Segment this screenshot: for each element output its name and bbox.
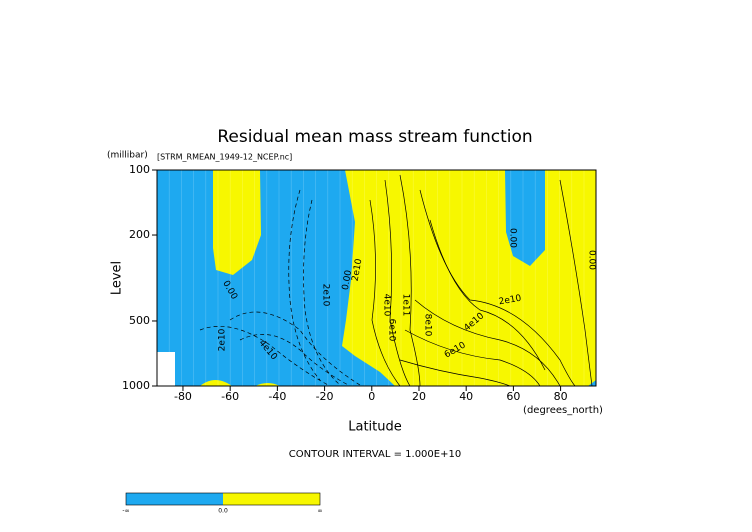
y-unit: (millibar) bbox=[107, 151, 148, 161]
positive-contour bbox=[429, 219, 546, 371]
positive-contour bbox=[414, 299, 561, 387]
contour-label: 4e10 bbox=[382, 294, 392, 317]
negative-contour bbox=[229, 311, 361, 386]
x-tick-label: -20 bbox=[316, 390, 334, 403]
contour-label: 2e10 bbox=[498, 294, 522, 308]
positive-contour bbox=[419, 189, 576, 387]
colorbar-label: 0.0 bbox=[218, 508, 228, 515]
x-tick-label: -80 bbox=[174, 390, 192, 403]
colorbar-positive bbox=[223, 493, 320, 505]
colorbar-label: ∞ bbox=[318, 508, 323, 515]
positive-contour bbox=[399, 359, 511, 387]
positive-region bbox=[213, 170, 261, 275]
negative-contour bbox=[239, 334, 351, 387]
x-tick-label: 40 bbox=[459, 390, 473, 403]
contour-label: 2e10 bbox=[351, 258, 365, 282]
y-tick-label: 1000 bbox=[122, 379, 150, 392]
colorbar-negative bbox=[126, 493, 223, 505]
colorbar-frame bbox=[125, 492, 321, 506]
negative-contour bbox=[199, 325, 331, 387]
contour-label: 2e10 bbox=[321, 284, 331, 307]
y-axis-label: Level bbox=[110, 261, 125, 295]
contour-label: 0.00 bbox=[508, 228, 518, 248]
y-tick-label: 100 bbox=[129, 163, 150, 176]
negative-contour bbox=[303, 199, 341, 386]
contour-label: 1e11 bbox=[401, 294, 411, 317]
positive-contour bbox=[384, 179, 411, 387]
positive-region bbox=[342, 170, 596, 386]
positive-contour bbox=[369, 199, 401, 387]
x-tick-label: -60 bbox=[221, 390, 239, 403]
positive-contour bbox=[399, 174, 421, 387]
positive-region bbox=[200, 380, 232, 386]
contour-label: 8e10 bbox=[423, 314, 433, 337]
colorbar-label: -∞ bbox=[122, 508, 129, 515]
subtitle: [STRM_RMEAN_1949-12_NCEP.nc] bbox=[157, 153, 292, 162]
x-tick-label: 60 bbox=[506, 390, 520, 403]
contour-interval: CONTOUR INTERVAL = 1.000E+10 bbox=[289, 449, 461, 460]
contour-label: 6e10 bbox=[387, 319, 397, 342]
y-tick-label: 200 bbox=[129, 228, 150, 241]
contour-label: 0.00 bbox=[341, 269, 354, 291]
plot-frame bbox=[156, 169, 597, 387]
contour-label: 2e10 bbox=[218, 328, 228, 351]
x-axis-label: Latitude bbox=[348, 420, 402, 435]
chart-title: Residual mean mass stream function bbox=[217, 127, 532, 147]
x-tick-label: 80 bbox=[554, 390, 568, 403]
x-unit: (degrees_north) bbox=[523, 405, 603, 416]
missing-region bbox=[157, 352, 175, 386]
contour-label: 0.00 bbox=[587, 250, 597, 270]
positive-region bbox=[255, 383, 280, 386]
x-tick-label: 20 bbox=[412, 390, 426, 403]
x-tick-label: -40 bbox=[268, 390, 286, 403]
y-tick-label: 500 bbox=[129, 314, 150, 327]
positive-contour bbox=[559, 179, 593, 387]
negative-contour bbox=[288, 189, 321, 381]
x-tick-label: 0 bbox=[368, 390, 375, 403]
positive-contour bbox=[404, 329, 541, 387]
